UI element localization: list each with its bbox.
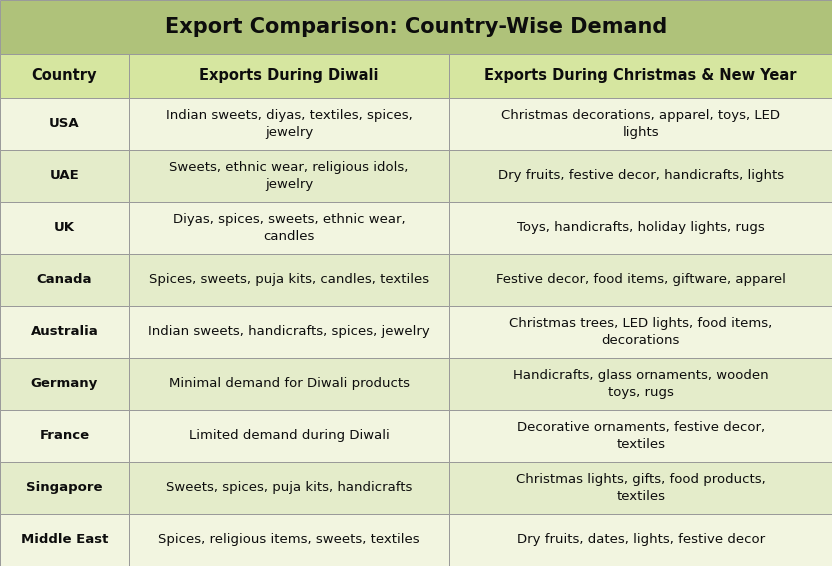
Bar (449, 254, 832, 306)
Bar (0, 0, 832, 54)
Bar (0, 358, 129, 410)
Bar (0, 202, 129, 254)
Text: Germany: Germany (31, 378, 98, 391)
Text: Export Comparison: Country-Wise Demand: Export Comparison: Country-Wise Demand (165, 17, 667, 37)
Text: Dry fruits, dates, lights, festive decor: Dry fruits, dates, lights, festive decor (517, 534, 765, 547)
Text: Exports During Christmas & New Year: Exports During Christmas & New Year (484, 68, 797, 83)
Text: Minimal demand for Diwali products: Minimal demand for Diwali products (169, 378, 409, 391)
Bar (129, 410, 449, 462)
Text: Christmas trees, LED lights, food items,
decorations: Christmas trees, LED lights, food items,… (509, 317, 772, 347)
Text: Christmas decorations, apparel, toys, LED
lights: Christmas decorations, apparel, toys, LE… (501, 109, 780, 139)
Bar (0, 254, 129, 306)
Bar (0, 150, 129, 202)
Text: USA: USA (49, 117, 80, 130)
Bar (129, 306, 449, 358)
Bar (449, 462, 832, 514)
Text: Dry fruits, festive decor, handicrafts, lights: Dry fruits, festive decor, handicrafts, … (498, 169, 784, 182)
Bar (129, 254, 449, 306)
Bar (129, 202, 449, 254)
Text: Sweets, spices, puja kits, handicrafts: Sweets, spices, puja kits, handicrafts (166, 482, 413, 495)
Bar (449, 410, 832, 462)
Text: France: France (39, 430, 90, 443)
Text: Middle East: Middle East (21, 534, 108, 547)
Text: Limited demand during Diwali: Limited demand during Diwali (189, 430, 389, 443)
Bar (0, 462, 129, 514)
Text: Exports During Diwali: Exports During Diwali (200, 68, 379, 83)
Text: Country: Country (32, 68, 97, 83)
Text: Spices, sweets, puja kits, candles, textiles: Spices, sweets, puja kits, candles, text… (149, 273, 429, 286)
Bar (449, 514, 832, 566)
Text: Decorative ornaments, festive decor,
textiles: Decorative ornaments, festive decor, tex… (517, 421, 765, 451)
Bar (0, 514, 129, 566)
Text: Handicrafts, glass ornaments, wooden
toys, rugs: Handicrafts, glass ornaments, wooden toy… (513, 369, 769, 398)
Bar (449, 150, 832, 202)
Text: UAE: UAE (50, 169, 79, 182)
Bar (0, 306, 129, 358)
Bar (129, 54, 449, 98)
Bar (0, 98, 129, 150)
Bar (449, 358, 832, 410)
Bar (129, 150, 449, 202)
Text: UK: UK (54, 221, 75, 234)
Text: Diyas, spices, sweets, ethnic wear,
candles: Diyas, spices, sweets, ethnic wear, cand… (173, 213, 405, 243)
Text: Indian sweets, handicrafts, spices, jewelry: Indian sweets, handicrafts, spices, jewe… (148, 325, 430, 338)
Text: Indian sweets, diyas, textiles, spices,
jewelry: Indian sweets, diyas, textiles, spices, … (166, 109, 413, 139)
Text: Singapore: Singapore (27, 482, 102, 495)
Bar (129, 462, 449, 514)
Text: Sweets, ethnic wear, religious idols,
jewelry: Sweets, ethnic wear, religious idols, je… (170, 161, 409, 191)
Bar (129, 358, 449, 410)
Bar (129, 514, 449, 566)
Bar (449, 98, 832, 150)
Bar (0, 54, 129, 98)
Text: Christmas lights, gifts, food products,
textiles: Christmas lights, gifts, food products, … (516, 473, 765, 503)
Text: Spices, religious items, sweets, textiles: Spices, religious items, sweets, textile… (158, 534, 420, 547)
Text: Canada: Canada (37, 273, 92, 286)
Bar (0, 410, 129, 462)
Text: Australia: Australia (31, 325, 98, 338)
Bar (449, 54, 832, 98)
Bar (129, 98, 449, 150)
Text: Festive decor, food items, giftware, apparel: Festive decor, food items, giftware, app… (496, 273, 785, 286)
Text: Toys, handicrafts, holiday lights, rugs: Toys, handicrafts, holiday lights, rugs (517, 221, 765, 234)
Bar (449, 306, 832, 358)
Bar (449, 202, 832, 254)
